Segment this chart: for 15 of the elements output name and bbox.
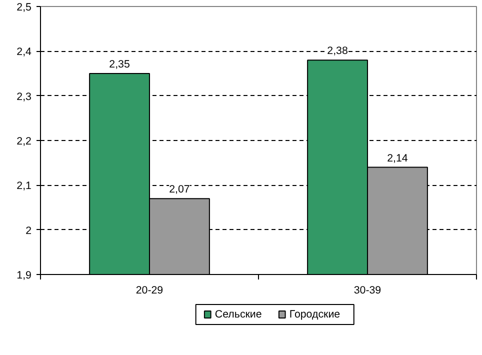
y-tick-label: 2 xyxy=(26,224,32,237)
y-tick-label: 2,4 xyxy=(16,46,32,58)
data-label: 2,07 xyxy=(169,184,190,196)
y-tick-label: 2,3 xyxy=(16,90,32,103)
y-tick-label: 2,2 xyxy=(16,136,32,148)
legend-label: Сельские xyxy=(214,308,262,320)
x-tick-label: 20-29 xyxy=(136,284,164,296)
data-label: 2,14 xyxy=(387,152,408,164)
data-label: 2,35 xyxy=(109,58,130,70)
data-label: 2,38 xyxy=(327,45,348,58)
legend-label: Городские xyxy=(289,308,340,320)
y-tick-label: 2,5 xyxy=(16,2,32,14)
y-tick-label: 1,9 xyxy=(16,270,32,282)
y-tick-label: 2,1 xyxy=(16,180,32,192)
x-tick-label: 30-39 xyxy=(354,284,382,296)
